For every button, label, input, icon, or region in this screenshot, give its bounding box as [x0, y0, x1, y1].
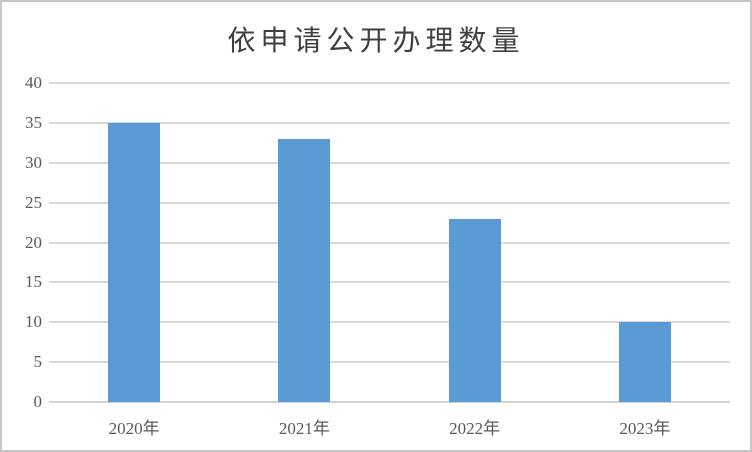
bar-2021年: [278, 138, 331, 402]
y-tick-label-35: 35: [25, 112, 42, 132]
x-axis-line: [49, 401, 730, 403]
y-tick-label-40: 40: [25, 73, 42, 92]
bar-2020年: [108, 122, 161, 402]
bar-2023年: [618, 322, 671, 402]
bar-2022年: [448, 218, 501, 402]
chart-title: 依申请公开办理数量: [227, 26, 525, 57]
gridline-5: [49, 361, 730, 364]
y-tick-label-15: 15: [25, 272, 42, 292]
x-tick-label-2021年: 2021年: [278, 419, 330, 438]
plot-area: [49, 82, 730, 403]
y-tick-label-5: 5: [33, 352, 43, 372]
x-tick-label-2023年: 2023年: [619, 419, 671, 438]
y-tick-label-10: 10: [25, 312, 42, 332]
gridline-40: [49, 82, 730, 84]
y-tick-label-25: 25: [25, 192, 42, 212]
y-tick-label-20: 20: [25, 232, 42, 252]
x-tick-label-2022年: 2022年: [449, 419, 501, 438]
gridline-35: [49, 121, 730, 124]
x-tick-label-2020年: 2020年: [108, 419, 160, 438]
y-tick-label-30: 30: [25, 152, 42, 172]
gridline-10: [49, 321, 730, 324]
gridline-30: [49, 161, 730, 164]
y-tick-label-0: 0: [33, 392, 43, 411]
gridline-15: [49, 281, 730, 284]
gridline-25: [49, 201, 730, 204]
gridline-20: [49, 241, 730, 244]
